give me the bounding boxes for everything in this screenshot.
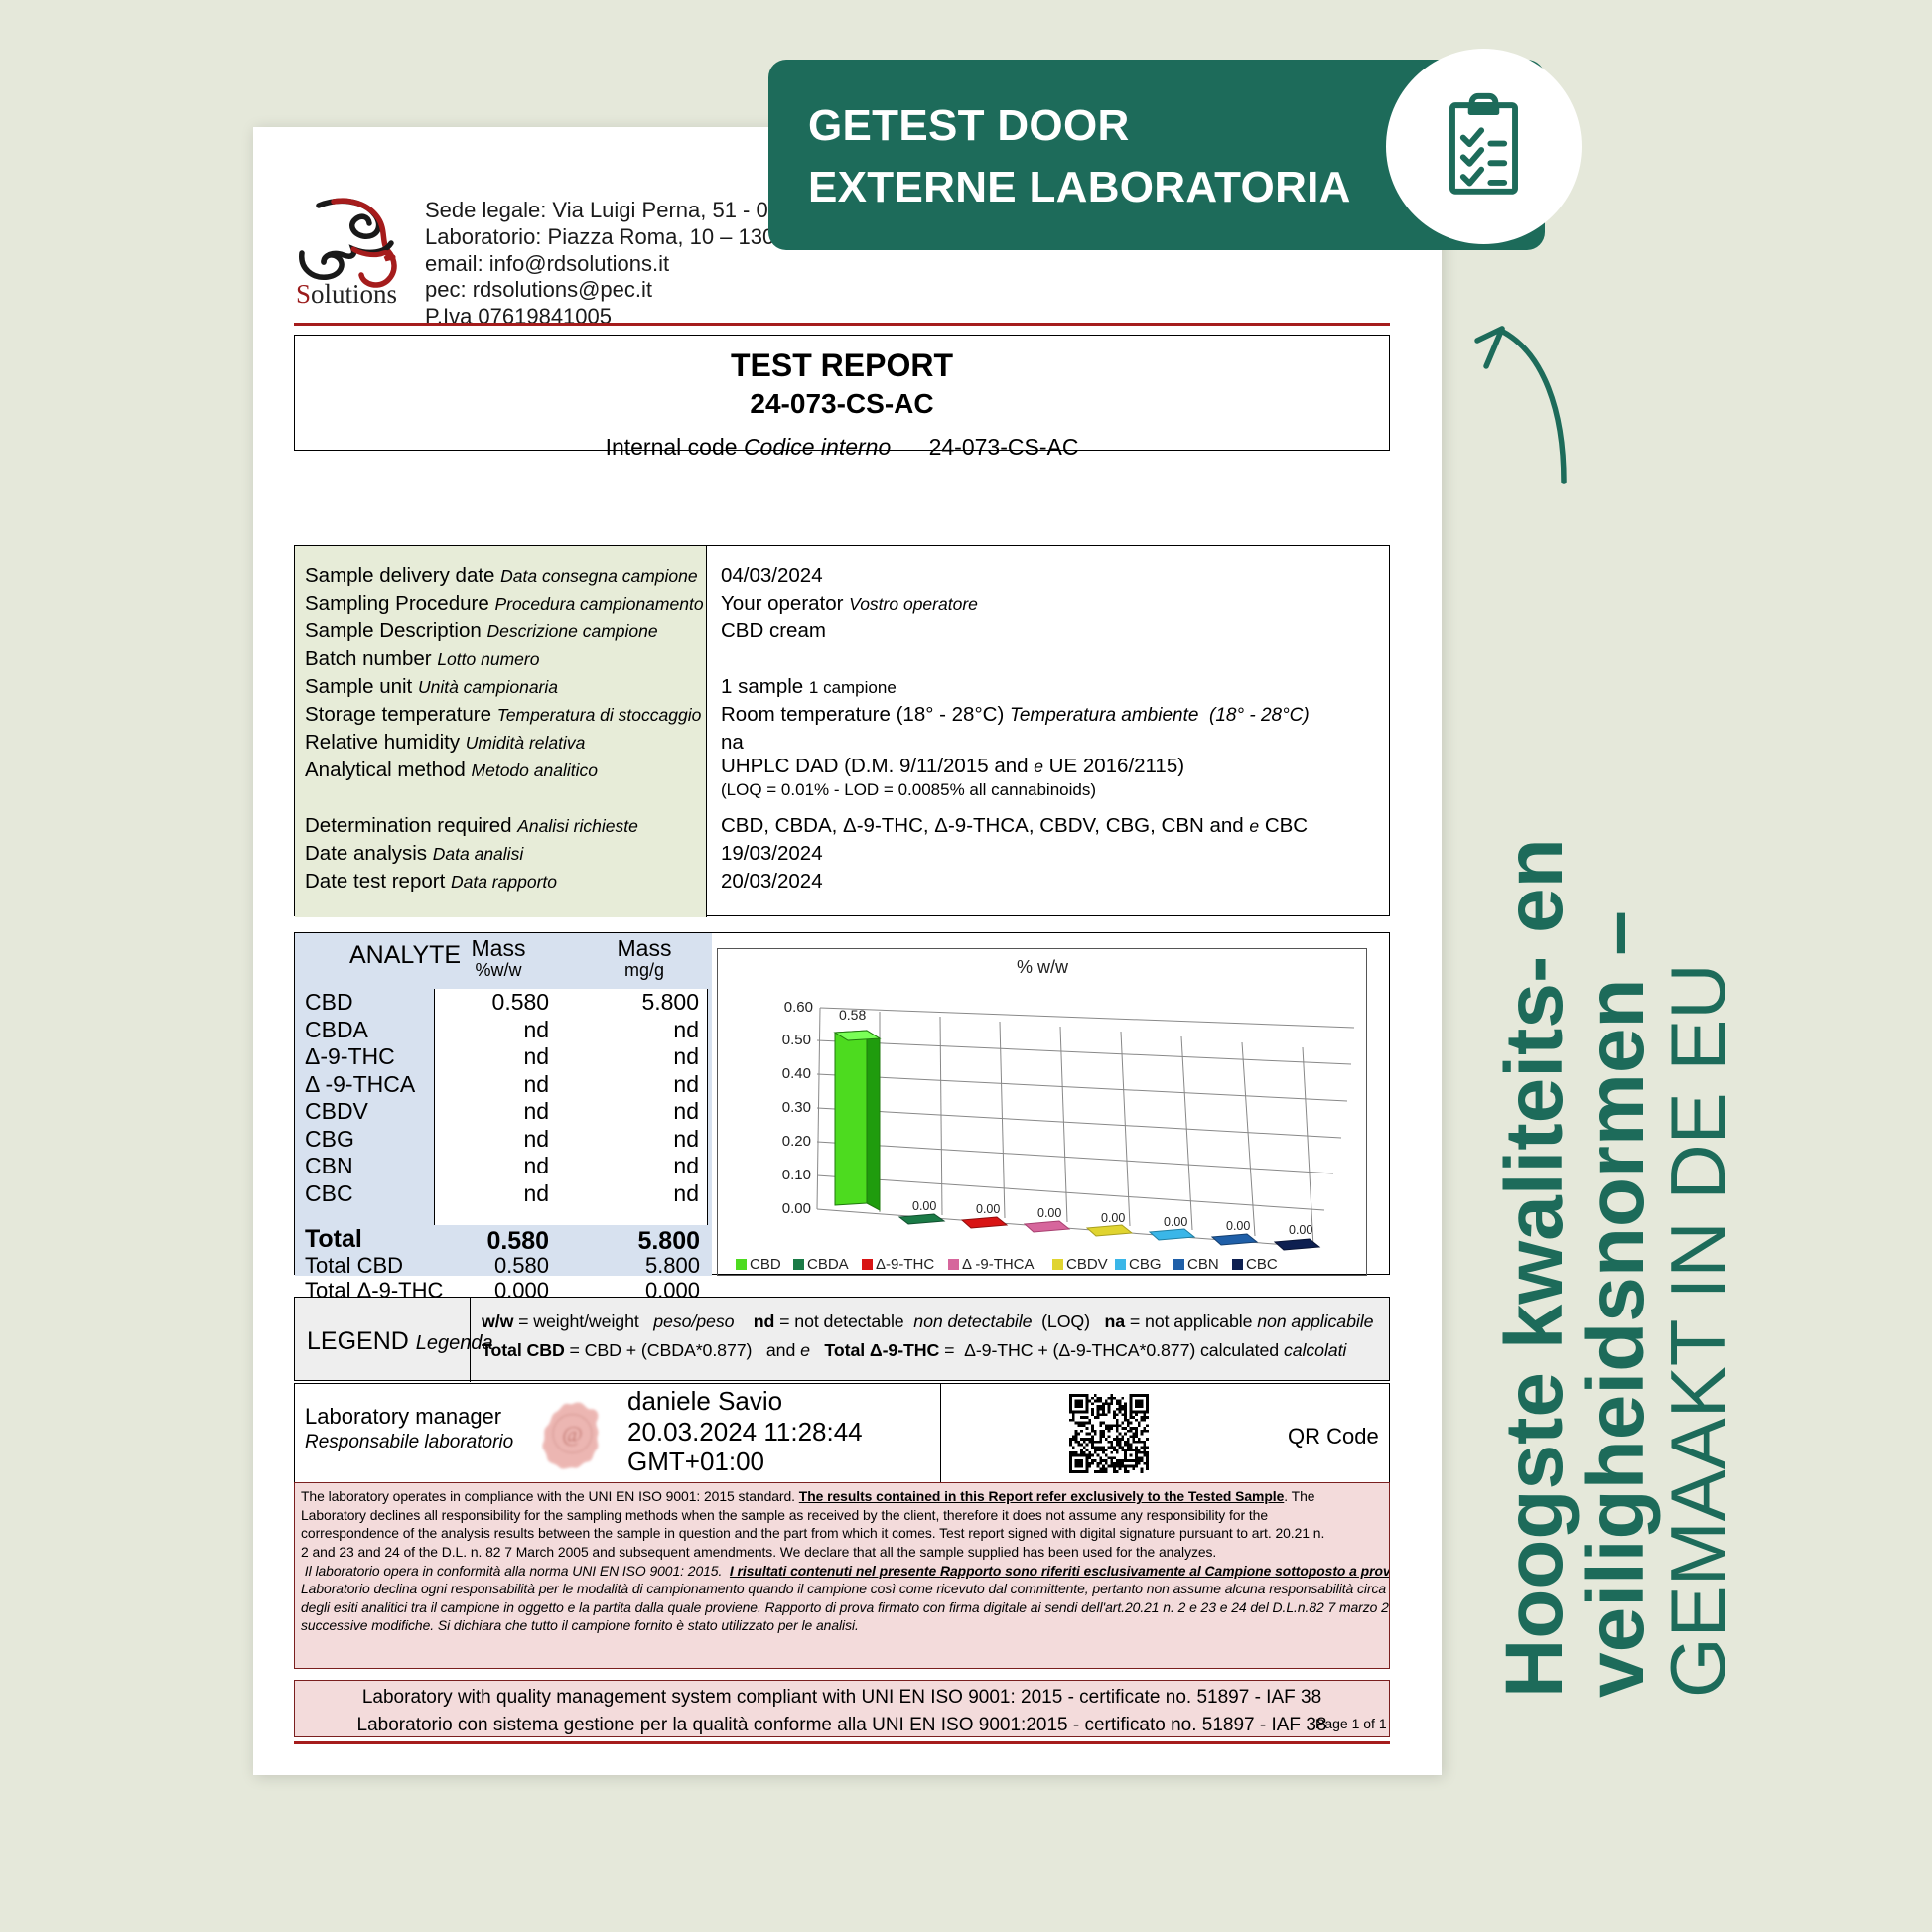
svg-text:CBDV: CBDV — [1066, 1256, 1108, 1273]
svg-text:0.50: 0.50 — [782, 1032, 811, 1048]
svg-text:0.58: 0.58 — [839, 1007, 866, 1023]
svg-text:CBD: CBD — [750, 1256, 781, 1273]
svg-text:0.30: 0.30 — [782, 1099, 811, 1116]
svg-text:0.00: 0.00 — [1226, 1219, 1250, 1233]
svg-text:CBC: CBC — [1246, 1256, 1278, 1273]
svg-text:@: @ — [562, 1422, 583, 1447]
svg-text:Δ -9-THCA: Δ -9-THCA — [962, 1256, 1035, 1273]
svg-text:0.10: 0.10 — [782, 1167, 811, 1183]
svg-text:Δ-9-THC: Δ-9-THC — [876, 1256, 934, 1273]
svg-text:0.20: 0.20 — [782, 1133, 811, 1150]
svg-text:CBDA: CBDA — [807, 1256, 849, 1273]
svg-text:0.00: 0.00 — [1037, 1206, 1061, 1220]
svg-text:0.00: 0.00 — [1101, 1211, 1125, 1225]
svg-text:% w/w: % w/w — [1017, 957, 1069, 977]
svg-text:0.00: 0.00 — [782, 1200, 811, 1217]
svg-text:0.60: 0.60 — [784, 999, 813, 1016]
svg-text:CBG: CBG — [1129, 1256, 1162, 1273]
svg-text:0.40: 0.40 — [782, 1065, 811, 1082]
svg-text:0.00: 0.00 — [976, 1202, 1000, 1216]
svg-text:CBN: CBN — [1187, 1256, 1219, 1273]
svg-text:0.00: 0.00 — [912, 1199, 936, 1213]
svg-text:0.00: 0.00 — [1289, 1223, 1312, 1237]
svg-text:0.00: 0.00 — [1164, 1215, 1187, 1229]
